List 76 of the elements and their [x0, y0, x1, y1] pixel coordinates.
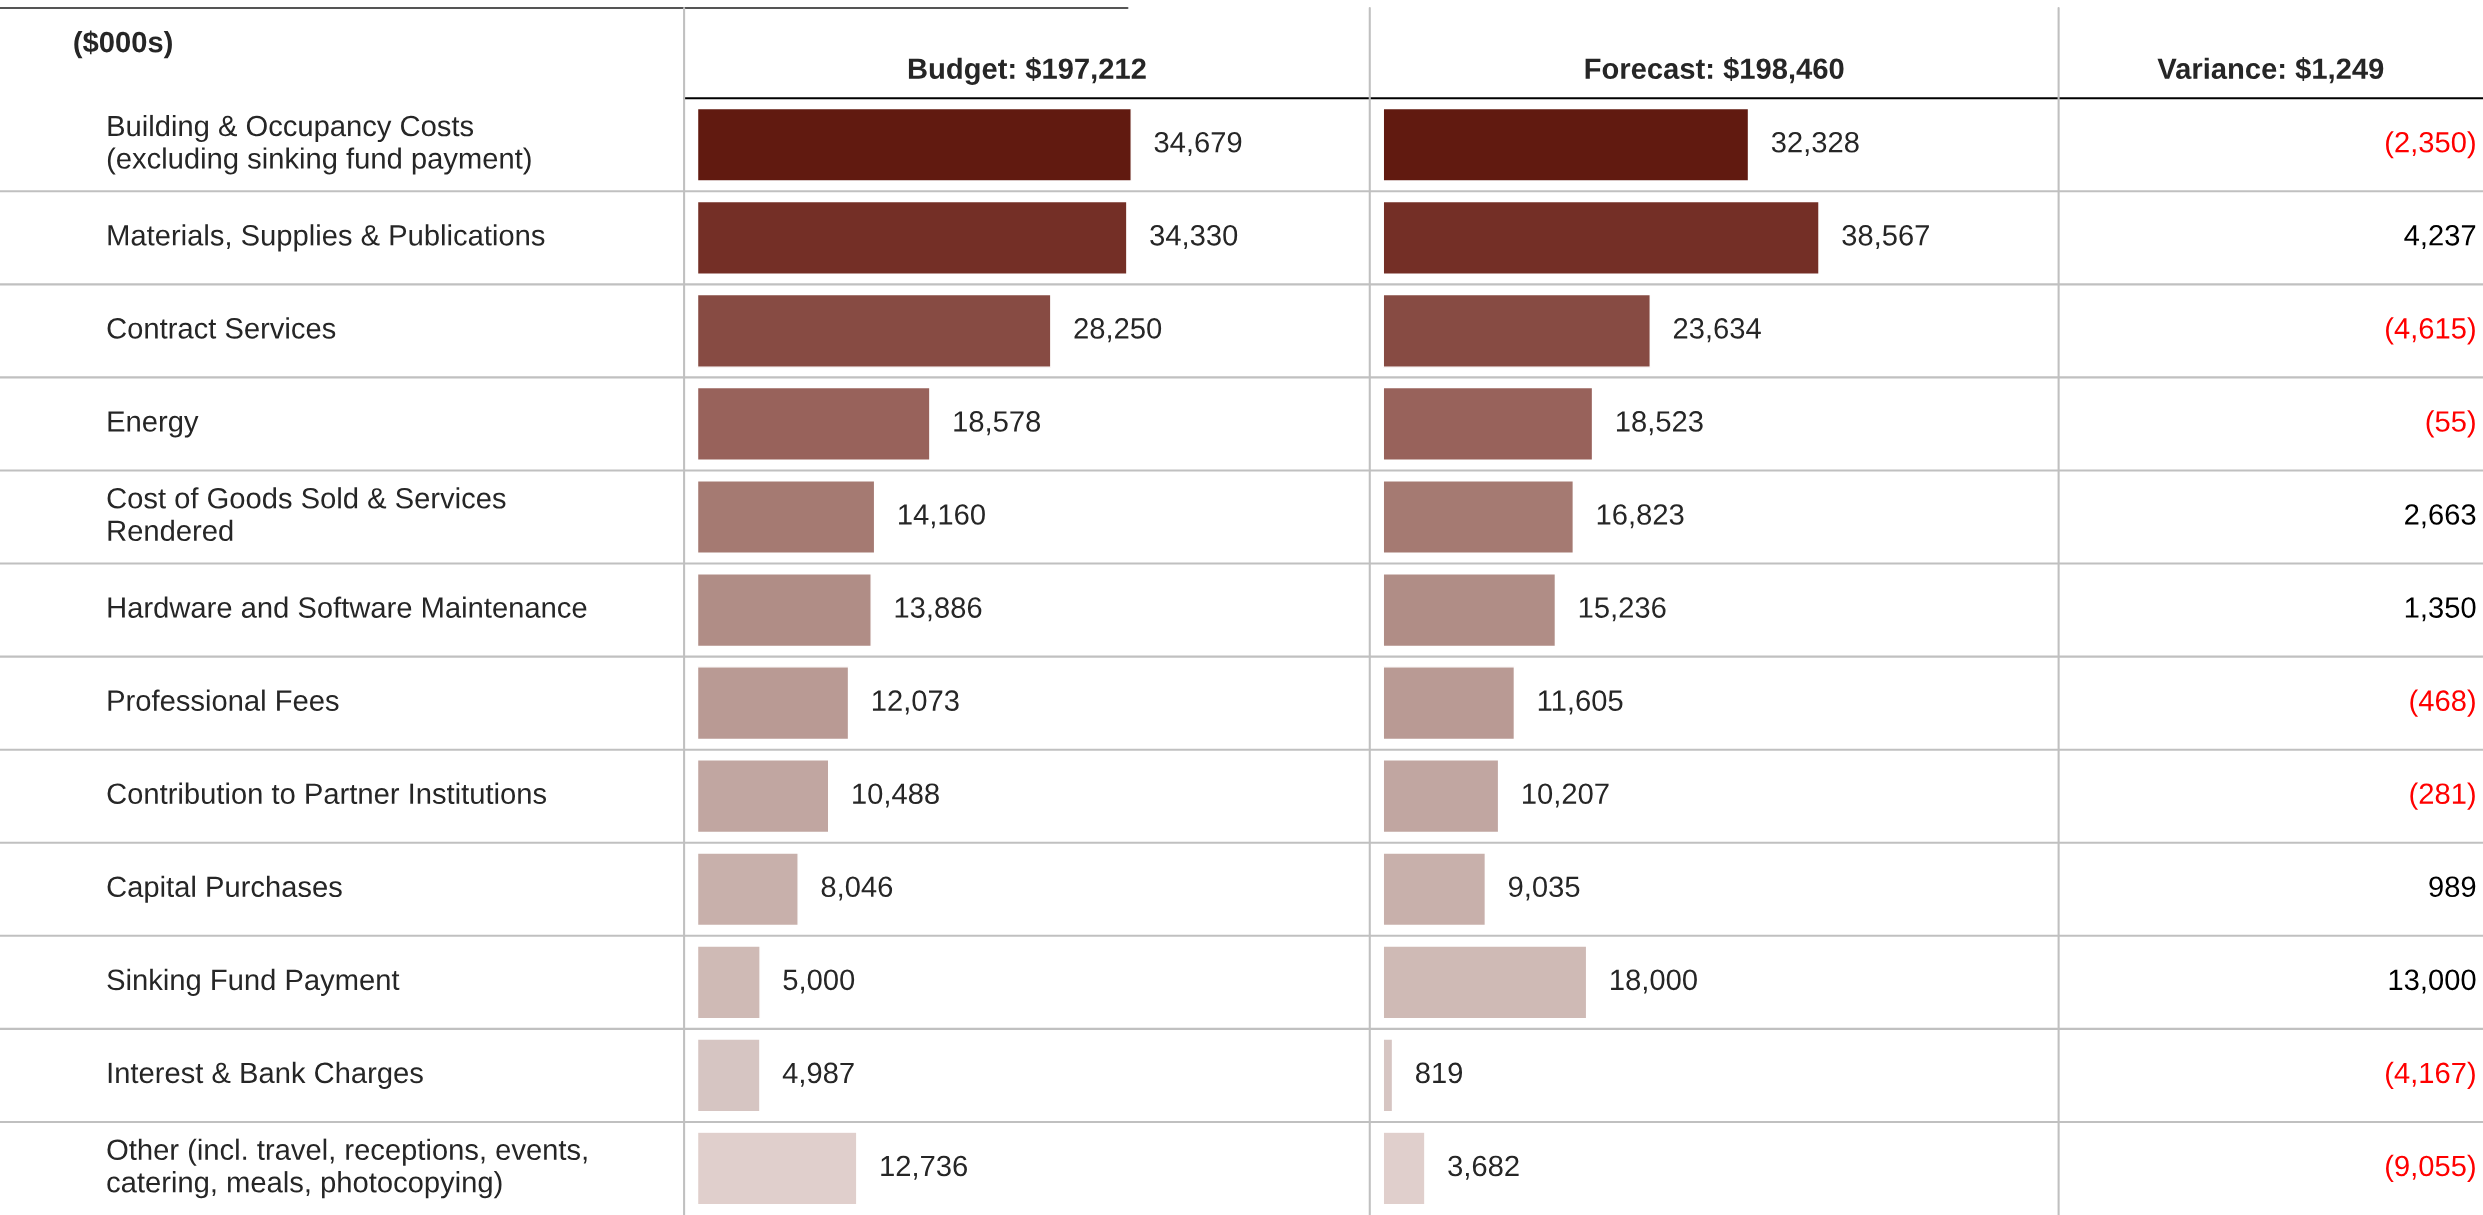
- text: Variance: $1,249: [2157, 57, 2384, 84]
- y-tick-label: Other (incl. travel, receptions, events, catering, meals, photocopying): [107, 1138, 587, 1199]
- bar: [696, 293, 1052, 368]
- bar: [696, 107, 1132, 182]
- data-label: 3,682: [1448, 1155, 1519, 1180]
- data-label: 13,000: [2389, 969, 2476, 994]
- data-label: 4,237: [2404, 224, 2476, 250]
- data-label: (2,350): [2386, 131, 2475, 159]
- data-label: 38,567: [1842, 224, 1929, 250]
- bar: [696, 480, 876, 554]
- chart-title: Forecast: $198,460: [1585, 57, 1844, 84]
- bar: [696, 573, 872, 648]
- bar: [696, 852, 799, 927]
- data-label: 13,886: [895, 597, 982, 622]
- data-label: 18,578: [954, 411, 1041, 436]
- bar: [696, 386, 931, 461]
- data-label: 34,679: [1154, 131, 1242, 157]
- bar: [696, 1038, 761, 1113]
- data-label: 15,236: [1579, 597, 1666, 622]
- chart-title: Budget: $197,212: [908, 57, 1146, 85]
- data-label: 34,330: [1150, 224, 1238, 250]
- y-tick-label: Hardware and Software Maintenance: [108, 596, 587, 618]
- y-tick-label: Cost of Goods Sold & Services Rendered: [107, 487, 506, 542]
- bar: [696, 666, 850, 741]
- bar: [1382, 480, 1575, 554]
- data-label: 14,160: [899, 504, 985, 529]
- y-tick-label: Professional Fees: [108, 689, 339, 711]
- bar: [1382, 945, 1588, 1020]
- y-tick-label: Interest & Bank Charges: [108, 1061, 423, 1089]
- data-label: 5,000: [783, 969, 855, 994]
- data-label: 16,823: [1597, 504, 1684, 529]
- data-label: (4,167): [2386, 1061, 2475, 1089]
- data-label: 12,736: [881, 1155, 967, 1180]
- data-label: 32,328: [1771, 131, 1859, 157]
- bar: [1382, 293, 1651, 368]
- data-label: 1,350: [2405, 597, 2476, 622]
- y-tick-label: Energy: [108, 411, 199, 438]
- bar: [1382, 759, 1500, 834]
- data-label: 10,488: [853, 783, 939, 808]
- bar: [1382, 1038, 1394, 1113]
- bar: [1382, 1131, 1426, 1206]
- data-label: 2,663: [2405, 504, 2476, 529]
- data-label: (9,055): [2386, 1154, 2475, 1183]
- y-tick-label: Materials, Supplies & Publications: [108, 224, 545, 252]
- bar: [696, 1131, 858, 1206]
- data-label: 28,250: [1074, 318, 1162, 343]
- data-label: 18,000: [1611, 969, 1697, 994]
- data-label: 8,046: [821, 876, 893, 901]
- data-label: 23,634: [1673, 318, 1761, 343]
- data-label: 989: [2429, 876, 2476, 898]
- bar: [1382, 200, 1820, 275]
- bar: [1382, 573, 1557, 648]
- data-label: 11,605: [1538, 690, 1623, 715]
- data-label: (468): [2410, 689, 2475, 717]
- y-tick-label: Contribution to Partner Institutions: [107, 782, 547, 805]
- bar: [1382, 852, 1487, 927]
- bar: [696, 200, 1128, 275]
- data-label: 10,207: [1523, 783, 1609, 808]
- data-label: 9,035: [1508, 876, 1580, 901]
- y-tick-label: Building & Occupancy Costs (excluding sinking fund payment): [107, 114, 531, 175]
- data-label: 18,523: [1616, 411, 1703, 436]
- y-tick-label: Contract Services: [107, 317, 336, 339]
- y-axis-title: ($000s): [74, 30, 172, 59]
- bar: [696, 759, 830, 834]
- data-label: 12,073: [872, 690, 959, 715]
- data-label: (4,615): [2386, 317, 2475, 345]
- bar: [696, 945, 761, 1020]
- y-tick-label: Sinking Fund Payment: [107, 968, 400, 996]
- data-label: (281): [2410, 782, 2475, 810]
- bar: [1382, 386, 1594, 461]
- data-label: 4,987: [782, 1062, 854, 1087]
- bar: [1382, 107, 1750, 182]
- data-label: (55): [2426, 410, 2475, 438]
- data-label: 819: [1416, 1062, 1463, 1084]
- bar: [1382, 666, 1516, 741]
- y-tick-label: Capital Purchases: [107, 875, 342, 903]
